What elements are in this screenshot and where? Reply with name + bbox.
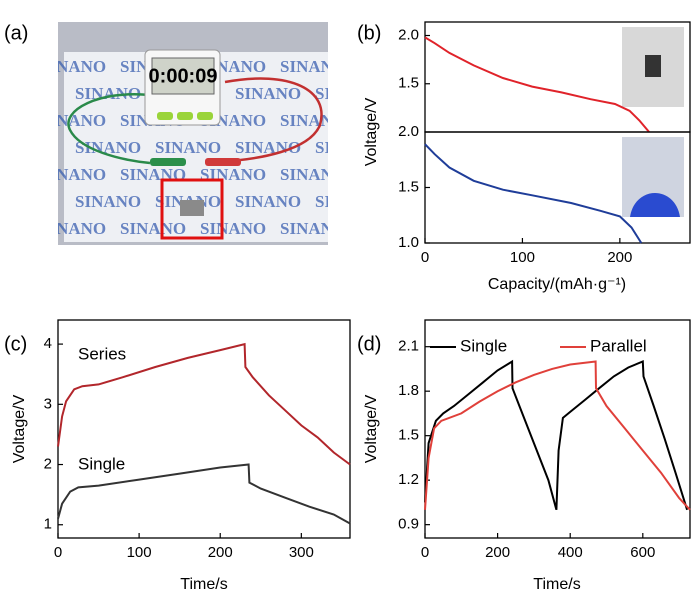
data-line (424, 359, 689, 511)
x-tick-label: 600 (630, 544, 655, 561)
data-line (57, 463, 351, 525)
photo-text: SINANO (40, 165, 106, 184)
y-tick-label: 1.5 (398, 427, 419, 444)
photo-text: SINANO (280, 219, 346, 238)
y-tick-label: 1.8 (398, 382, 419, 399)
x-tick-label: 300 (289, 544, 314, 561)
y-tick-label: 3 (44, 395, 52, 412)
y-axis-label: Voltage/V (363, 394, 380, 463)
data-line (424, 360, 691, 511)
photo-text: SINANO (200, 219, 266, 238)
photo-text: SINANO (280, 111, 346, 130)
timer-display (151, 57, 215, 95)
x-tick-label: 100 (510, 249, 535, 266)
x-tick-label: 400 (558, 544, 583, 561)
y-tick-label: 1.5 (398, 178, 419, 195)
y-tick-label: 4 (44, 335, 52, 352)
y-tick-label: 2.0 (398, 26, 419, 43)
y-tick-label: 2 (44, 455, 52, 472)
photo-text: SINANO (280, 165, 346, 184)
y-tick-label: 1.5 (398, 75, 419, 92)
photo-text: SINANO (40, 57, 106, 76)
photo-text: SINANO (120, 219, 186, 238)
y-tick-label: 1.0 (398, 234, 419, 251)
y-axis-label: Voltage/V (363, 97, 380, 166)
photo-text: SINANO (315, 192, 381, 211)
photo-text: SINANO (315, 84, 381, 103)
y-tick-label: 2.1 (398, 338, 419, 355)
data-line (424, 143, 643, 244)
photo-text: SINANO (315, 138, 381, 157)
y-tick-label: 2.0 (398, 123, 419, 140)
timer-text: 0:00:09 (149, 65, 218, 87)
photo-objects: 0:00:09 (67, 27, 684, 240)
photo-text: SINANO (235, 84, 301, 103)
photo-text: SINANO (40, 219, 106, 238)
x-tick-label: 0 (421, 249, 429, 266)
button (177, 112, 193, 120)
x-tick-label: 200 (607, 249, 632, 266)
x-tick-label: 200 (485, 544, 510, 561)
plot-frame (424, 319, 691, 539)
x-axis-label: Capacity/(mAh·g⁻¹) (488, 276, 626, 293)
wire (67, 92, 151, 165)
x-tick-label: 0 (421, 544, 429, 561)
clip (150, 158, 186, 166)
series-label: Single (78, 454, 125, 473)
battery (180, 200, 204, 216)
legend-label: Single (460, 336, 507, 355)
x-tick-label: 200 (208, 544, 233, 561)
photo-text: SINANO (75, 192, 141, 211)
x-axis-label: Time/s (180, 576, 227, 593)
legend-label: Parallel (590, 336, 647, 355)
y-axis-label: Voltage/V (11, 394, 28, 463)
x-tick-label: 100 (127, 544, 152, 561)
panel-label: (a) (4, 22, 28, 44)
photo-text: SINANO (280, 57, 346, 76)
clip (205, 158, 241, 166)
inset-glove (630, 193, 680, 217)
y-tick-label: 1.2 (398, 471, 419, 488)
series-label: Series (78, 344, 126, 363)
photo-text: SINANO (75, 84, 141, 103)
data-line (424, 36, 650, 133)
panel-label: (b) (357, 22, 381, 44)
data-line (57, 342, 351, 466)
y-tick-label: 1 (44, 516, 52, 533)
highlight-box (160, 178, 224, 240)
panel-label: (c) (4, 333, 27, 355)
inset-battery (645, 55, 661, 77)
button (197, 112, 213, 120)
wire (214, 77, 323, 164)
photo-text: SINANO (155, 138, 221, 157)
x-tick-label: 0 (54, 544, 62, 561)
panel-label: (d) (357, 333, 381, 355)
photo-text: SINANO (75, 138, 141, 157)
y-tick-label: 0.9 (398, 516, 419, 533)
photo-text: SINANO (235, 192, 301, 211)
button (157, 112, 173, 120)
x-axis-label: Time/s (533, 576, 580, 593)
plot-frame (57, 319, 351, 539)
